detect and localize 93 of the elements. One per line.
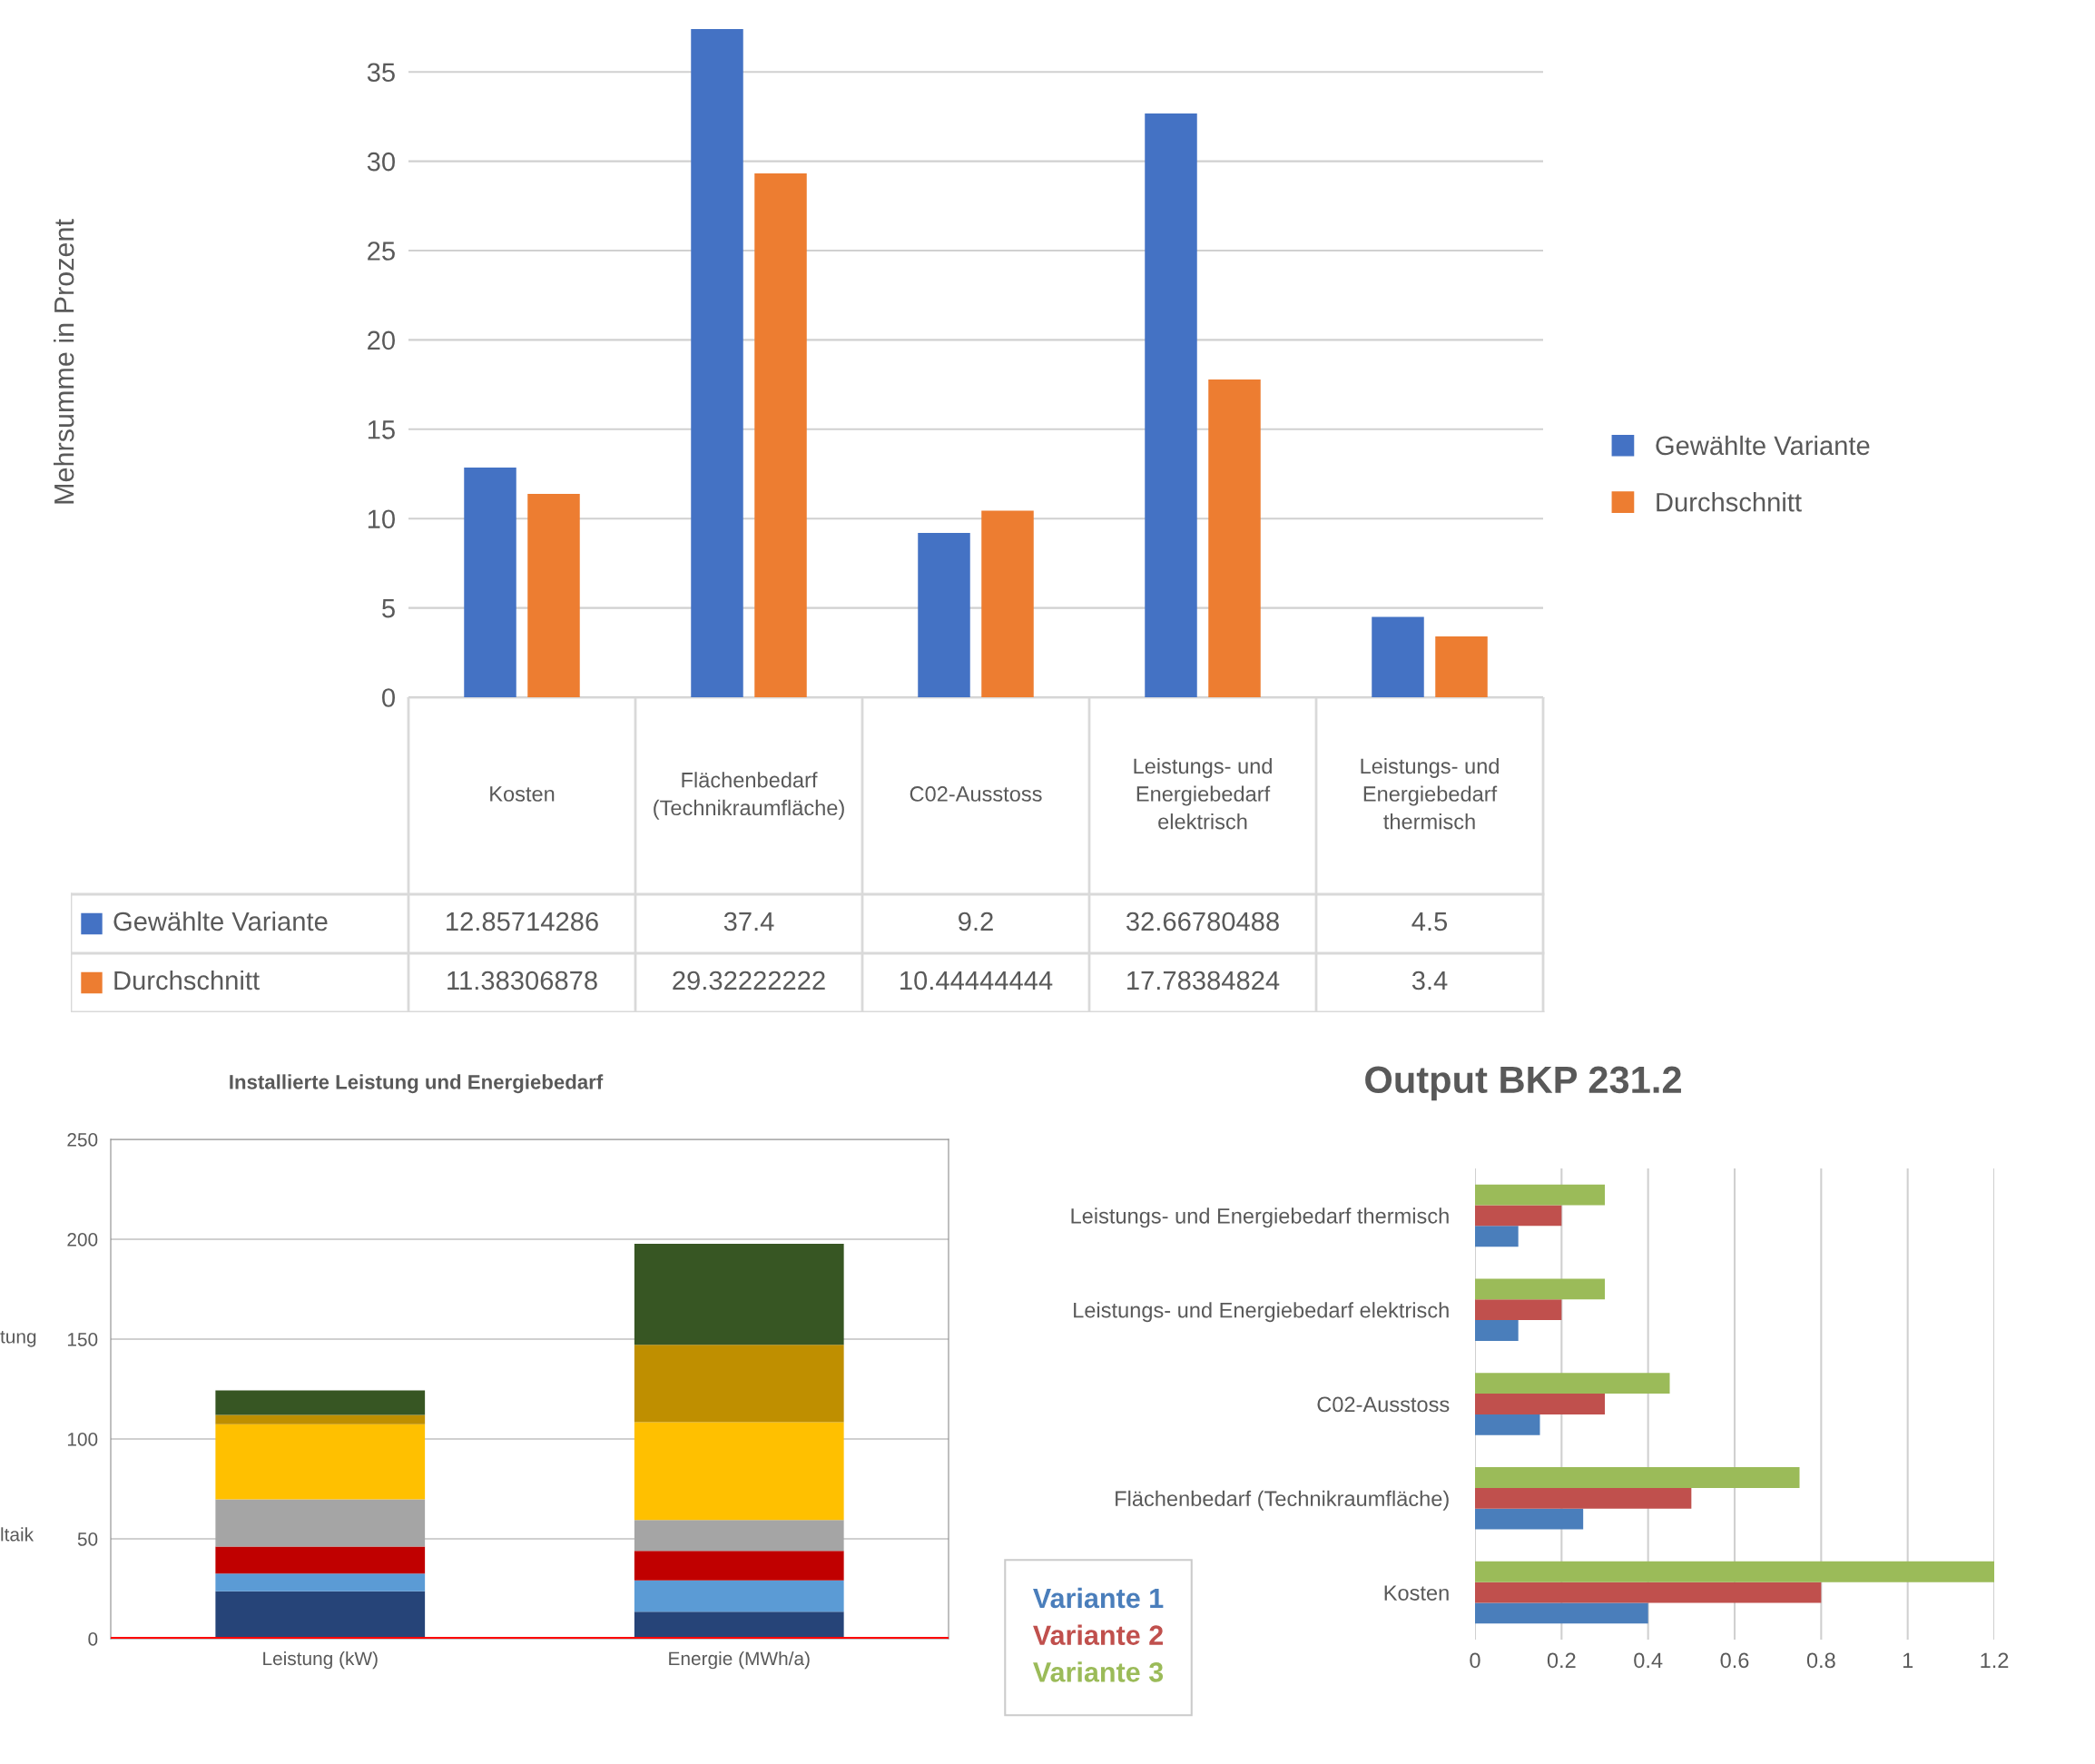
bar [1475, 1561, 1994, 1582]
y-tick-label: 5 [382, 599, 395, 618]
bar [691, 28, 743, 697]
bar [215, 1499, 426, 1547]
y-tick-label: 25 [368, 241, 395, 261]
text: Variante 2 [1033, 1624, 1163, 1645]
x-tick-label: 0.8 [1806, 1652, 1835, 1669]
bar [634, 1422, 844, 1521]
y-tick-label: 30 [367, 152, 395, 172]
y-tick-label: 35 [367, 63, 395, 83]
bar [634, 1551, 844, 1581]
bar [634, 1345, 844, 1423]
text: tung [0, 1330, 36, 1347]
chart-title: Output BKP 231.2 [1365, 1066, 1681, 1101]
legend-label: Durchschnitt [1657, 492, 1802, 512]
text: Variante 3 [1033, 1661, 1164, 1682]
legend-label: Gewählte Variante [1656, 435, 1870, 456]
data-label: 17.78384824 [1127, 971, 1280, 990]
data-label: 10.44444444 [900, 971, 1053, 990]
bar [634, 1520, 844, 1552]
text: Durchschnitt [114, 970, 260, 990]
x-tick-label: 0 [1470, 1652, 1480, 1669]
x-tick-label: 1.2 [1981, 1652, 2009, 1668]
bar [1475, 1582, 1822, 1603]
bar [1475, 1487, 1692, 1509]
bar [215, 1546, 426, 1574]
bar [754, 172, 807, 697]
bar [1475, 1278, 1605, 1300]
chart-title: Installierte Leistung und Energiebedarf [230, 1074, 604, 1094]
y-tick-label: 20 [368, 330, 395, 350]
bar [1208, 379, 1261, 697]
data-label: 37.4 [723, 912, 774, 931]
data-label: 29.32222222 [673, 971, 825, 990]
y-tick-label: 100 [67, 1433, 98, 1446]
bar [1145, 113, 1197, 697]
x-tick-label: Flächenbedarf (Technikraumfläche) [654, 772, 844, 820]
x-tick-label: 0.6 [1720, 1652, 1749, 1669]
bar [1372, 616, 1424, 697]
data-label: 4.5 [1411, 912, 1448, 931]
bar [215, 1591, 426, 1639]
x-tick-label: 0.2 [1547, 1652, 1576, 1669]
bar [1475, 1414, 1540, 1435]
y-tick-label: C02-Ausstoss [1317, 1396, 1450, 1413]
x-tick-label: Kosten [490, 786, 555, 802]
y-tick-label: 200 [67, 1233, 98, 1247]
text: Gewählte Variante [113, 911, 328, 931]
bar [981, 510, 1034, 697]
bar [1475, 1299, 1562, 1321]
bar [918, 532, 970, 697]
y-tick-label: 0 [88, 1632, 98, 1646]
x-tick-label: Leistung (kW) [263, 1651, 378, 1670]
data-label: 3.4 [1411, 971, 1448, 990]
data-label: 9.2 [959, 912, 993, 931]
y-tick-label: Leistungs- und Energiebedarf elektrisch [1074, 1302, 1449, 1323]
bar [1475, 1394, 1605, 1414]
y-axis-title: Mehrsumme in Prozent [54, 219, 74, 504]
y-tick-label: 50 [77, 1532, 98, 1546]
y-tick-label: 150 [67, 1333, 98, 1346]
x-tick-label: 0.4 [1634, 1652, 1663, 1669]
data-label: 11.38306878 [448, 971, 597, 990]
text: Variante 1 [1033, 1587, 1164, 1609]
x-tick-label: Leistungs- und Energiebedarf elektrisch [1134, 757, 1272, 830]
data-label: 12.85714286 [447, 912, 598, 931]
bar [1435, 636, 1488, 697]
bar [1475, 1467, 1800, 1488]
bar [215, 1390, 426, 1415]
y-tick-label: Kosten [1384, 1585, 1449, 1601]
y-tick-label: 0 [382, 688, 395, 707]
bar [634, 1611, 844, 1639]
bar [1475, 1320, 1519, 1341]
bar [634, 1580, 844, 1612]
bar [527, 493, 580, 697]
x-tick-label: C02-Ausstoss [910, 786, 1042, 802]
bar [215, 1573, 426, 1592]
text: ltaik [1, 1527, 34, 1542]
y-tick-label: 250 [67, 1133, 98, 1147]
x-tick-label: 1 [1903, 1652, 1913, 1668]
bar [634, 1244, 844, 1345]
y-tick-label: Leistungs- und Energiebedarf thermisch [1071, 1207, 1449, 1228]
y-tick-label: 10 [368, 509, 395, 529]
bar [1475, 1508, 1584, 1530]
bar [464, 467, 516, 697]
bar [215, 1424, 426, 1500]
y-tick-label: Flächenbedarf (Technikraumfläche) [1116, 1490, 1449, 1511]
bar [1475, 1184, 1605, 1206]
bar [1475, 1373, 1670, 1394]
bar [1475, 1226, 1519, 1247]
data-label: 32.66780488 [1126, 912, 1279, 931]
y-tick-label: 15 [368, 420, 395, 439]
bar [215, 1414, 426, 1424]
bar [1475, 1205, 1562, 1227]
bar [1475, 1602, 1648, 1624]
x-tick-label: Energie (MWh/a) [669, 1651, 810, 1670]
